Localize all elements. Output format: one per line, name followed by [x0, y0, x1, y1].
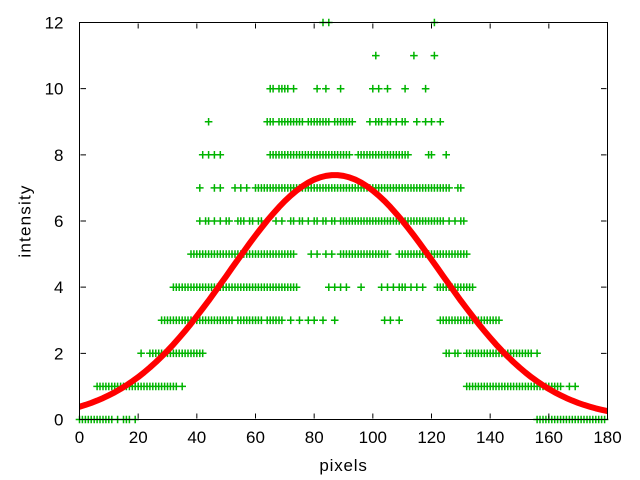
- svg-text:4: 4: [54, 278, 63, 297]
- svg-text:pixels: pixels: [319, 456, 367, 475]
- svg-text:0: 0: [54, 411, 63, 430]
- svg-text:100: 100: [359, 428, 387, 447]
- svg-text:80: 80: [305, 428, 324, 447]
- svg-text:160: 160: [535, 428, 563, 447]
- svg-text:12: 12: [45, 14, 64, 33]
- svg-text:2: 2: [54, 344, 63, 363]
- svg-text:0: 0: [75, 428, 84, 447]
- svg-text:40: 40: [187, 428, 206, 447]
- svg-text:20: 20: [129, 428, 148, 447]
- svg-text:10: 10: [45, 80, 64, 99]
- svg-text:8: 8: [54, 146, 63, 165]
- svg-text:intensity: intensity: [16, 184, 35, 257]
- svg-text:180: 180: [593, 428, 621, 447]
- svg-text:6: 6: [54, 212, 63, 231]
- svg-text:140: 140: [476, 428, 504, 447]
- svg-text:60: 60: [246, 428, 265, 447]
- svg-text:120: 120: [417, 428, 445, 447]
